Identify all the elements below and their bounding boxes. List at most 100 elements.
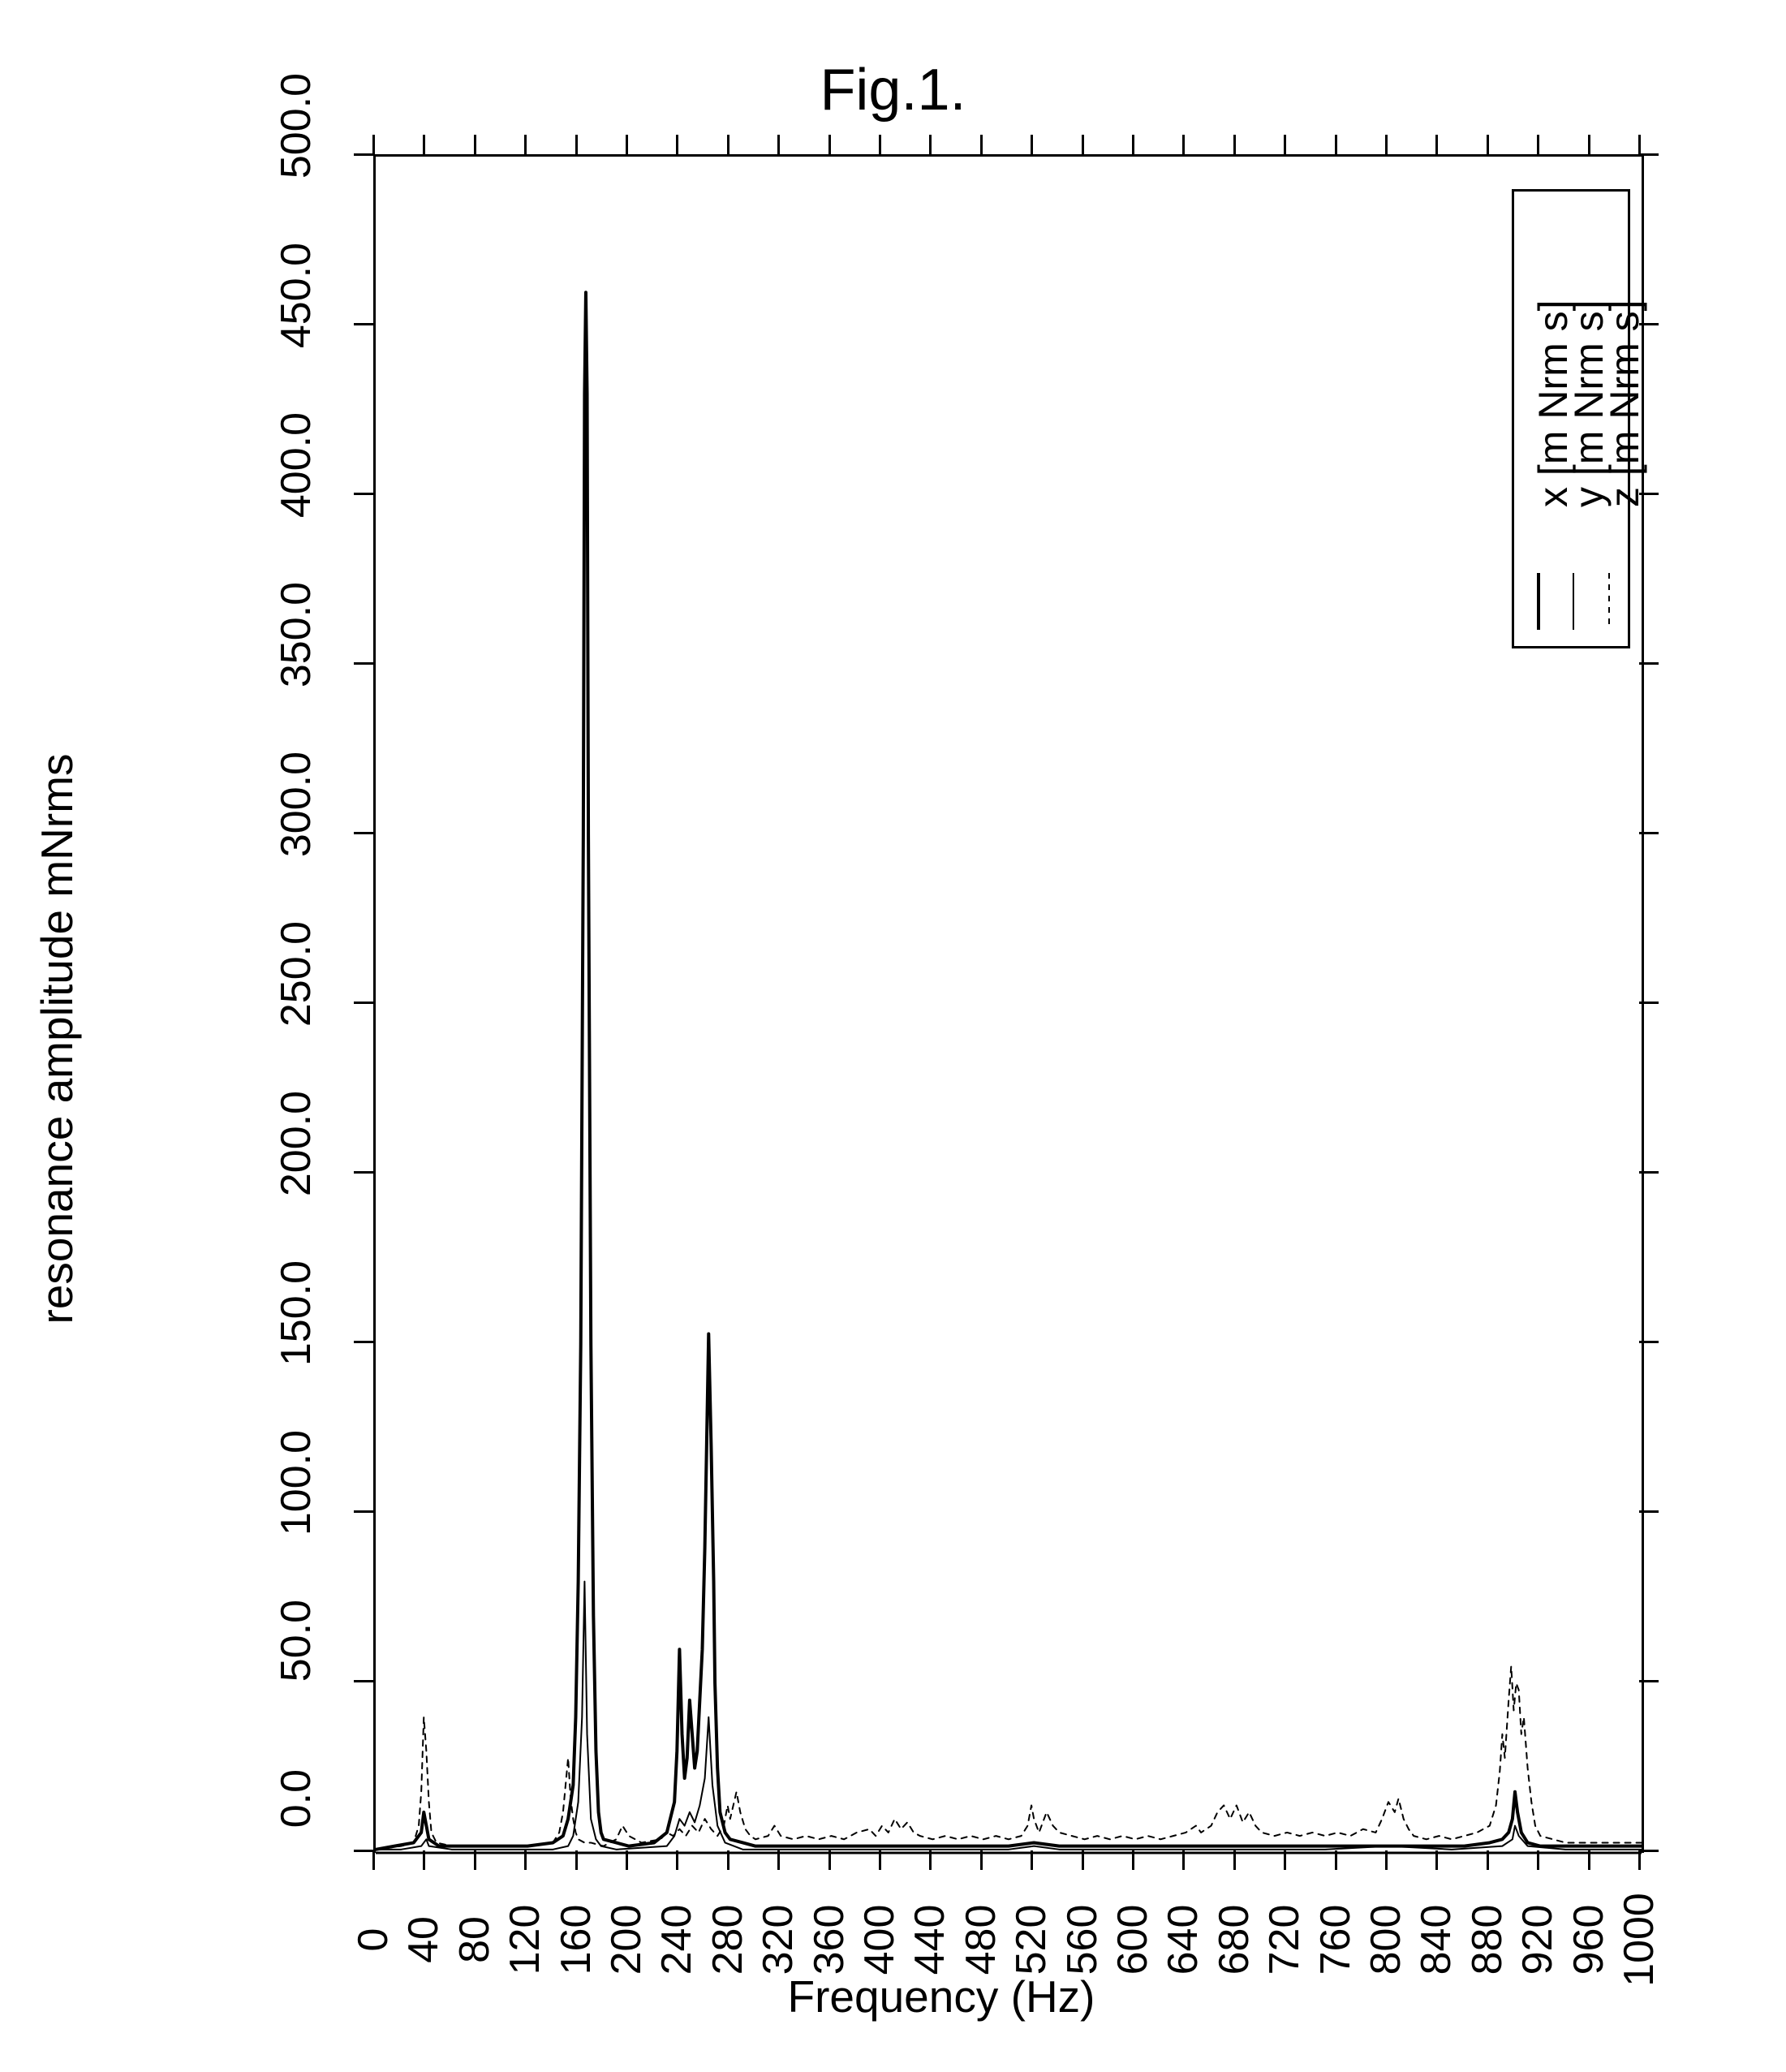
x-tick-label: 40 — [399, 1916, 448, 1963]
x-tick — [372, 135, 375, 154]
x-tick — [1284, 1850, 1286, 1870]
x-tick-label: 880 — [1463, 1905, 1512, 1975]
y-tick — [1639, 832, 1659, 834]
x-tick-label: 1000 — [1615, 1893, 1663, 1987]
x-tick — [1588, 1850, 1590, 1870]
x-tick — [1182, 1850, 1185, 1870]
x-tick-label: 840 — [1412, 1905, 1461, 1975]
x-tick — [423, 135, 425, 154]
y-tick — [1639, 1002, 1659, 1004]
x-tick — [676, 1850, 678, 1870]
y-tick — [354, 1171, 373, 1174]
y-tick — [1639, 1850, 1659, 1852]
x-tick-label: 800 — [1362, 1905, 1410, 1975]
x-tick — [1385, 135, 1388, 154]
x-tick — [423, 1850, 425, 1870]
x-tick — [676, 135, 678, 154]
x-tick — [474, 1850, 476, 1870]
y-tick — [354, 1341, 373, 1343]
x-axis-label: Frequency (Hz) — [788, 1971, 1095, 2022]
x-tick-label: 640 — [1159, 1905, 1207, 1975]
x-tick-label: 360 — [805, 1905, 854, 1975]
y-tick-label: 0.0 — [272, 1769, 321, 1932]
y-tick — [1639, 323, 1659, 325]
y-tick-label: 450.0 — [272, 243, 321, 405]
y-tick — [354, 832, 373, 834]
x-tick — [1182, 135, 1185, 154]
x-tick — [879, 1850, 881, 1870]
x-tick — [1638, 135, 1641, 154]
figure-title: Fig.1. — [0, 57, 1786, 123]
legend-box: x [m Nrm s]y [m Nrm s]z [m Nrm s] — [1512, 189, 1630, 648]
x-tick-label: 440 — [906, 1905, 954, 1975]
x-tick — [1031, 135, 1033, 154]
x-tick — [1132, 1850, 1134, 1870]
y-tick — [1639, 1680, 1659, 1682]
x-tick — [980, 1850, 983, 1870]
x-tick — [1435, 135, 1438, 154]
x-tick-label: 920 — [1513, 1905, 1562, 1975]
x-tick — [1082, 135, 1084, 154]
x-tick — [1082, 1850, 1084, 1870]
x-tick-label: 240 — [652, 1905, 701, 1975]
y-tick-label: 300.0 — [272, 752, 321, 914]
series-x — [376, 292, 1642, 1850]
y-tick — [354, 1680, 373, 1682]
x-tick — [828, 1850, 831, 1870]
y-tick-label: 350.0 — [272, 582, 321, 744]
x-tick — [1335, 135, 1337, 154]
y-tick — [354, 323, 373, 325]
chart-canvas — [376, 157, 1642, 1853]
x-tick — [828, 135, 831, 154]
x-tick — [626, 1850, 628, 1870]
y-tick-label: 150.0 — [272, 1260, 321, 1423]
x-tick-label: 280 — [704, 1905, 752, 1975]
legend-swatch-y — [1573, 573, 1574, 630]
x-tick — [1335, 1850, 1337, 1870]
y-tick-label: 500.0 — [272, 73, 321, 235]
x-tick — [1638, 1850, 1641, 1870]
y-tick — [1639, 153, 1659, 156]
x-tick — [727, 1850, 729, 1870]
x-tick — [1233, 135, 1236, 154]
series-y — [376, 1582, 1642, 1850]
x-tick — [1233, 1850, 1236, 1870]
legend-swatch-z — [1608, 573, 1610, 630]
y-tick — [1639, 1171, 1659, 1174]
x-tick — [929, 135, 932, 154]
x-tick — [1537, 1850, 1539, 1870]
x-tick — [777, 135, 780, 154]
x-tick-label: 680 — [1210, 1905, 1259, 1975]
y-axis-label: resonance amplitude mNrms — [31, 753, 83, 1324]
y-tick — [354, 1850, 373, 1852]
x-tick — [1487, 1850, 1489, 1870]
legend-label-z: z [m Nrm s] — [1601, 264, 1648, 507]
x-tick — [372, 1850, 375, 1870]
y-tick — [354, 1510, 373, 1513]
plot-area: x [m Nrm s]y [m Nrm s]z [m Nrm s] — [373, 154, 1644, 1853]
x-tick — [575, 1850, 578, 1870]
x-tick-label: 760 — [1311, 1905, 1360, 1975]
y-tick-label: 100.0 — [272, 1430, 321, 1592]
x-tick — [929, 1850, 932, 1870]
x-tick-label: 200 — [602, 1905, 651, 1975]
y-tick — [354, 493, 373, 495]
x-tick — [1537, 135, 1539, 154]
x-tick-label: 480 — [957, 1905, 1005, 1975]
x-tick — [980, 135, 983, 154]
x-tick-label: 560 — [1058, 1905, 1107, 1975]
x-tick-label: 720 — [1260, 1905, 1309, 1975]
x-tick-label: 400 — [855, 1905, 904, 1975]
x-tick-label: 80 — [450, 1916, 499, 1963]
x-tick — [1487, 135, 1489, 154]
y-tick-label: 50.0 — [272, 1600, 321, 1762]
y-tick — [1639, 1510, 1659, 1513]
y-tick — [354, 662, 373, 665]
x-tick — [1031, 1850, 1033, 1870]
x-tick-label: 0 — [349, 1928, 398, 1952]
x-tick-label: 520 — [1007, 1905, 1056, 1975]
y-tick — [1639, 662, 1659, 665]
x-tick-label: 120 — [501, 1905, 549, 1975]
x-tick — [1132, 135, 1134, 154]
x-tick-label: 320 — [754, 1905, 803, 1975]
